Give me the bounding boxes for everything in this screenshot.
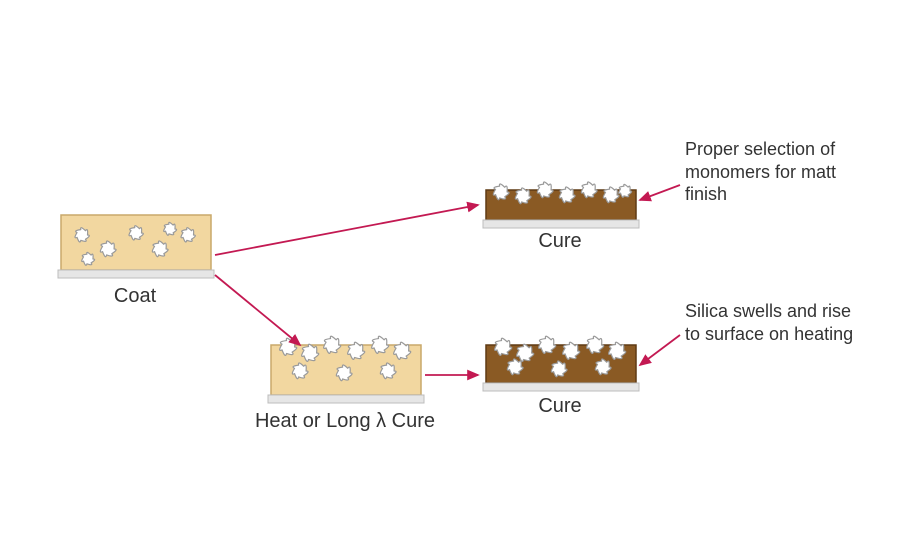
label-heat: Heat or Long λ Cure <box>230 410 460 433</box>
label-cure-bottom: Cure <box>485 395 635 418</box>
annotation-top: Proper selection of monomers for matt fi… <box>685 138 855 206</box>
annotation-bottom: Silica swells and rise to surface on hea… <box>685 300 855 345</box>
arrow <box>215 205 478 255</box>
label-coat: Coat <box>60 285 210 308</box>
arrow <box>640 185 680 200</box>
label-cure-top: Cure <box>485 230 635 253</box>
arrow <box>640 335 680 365</box>
